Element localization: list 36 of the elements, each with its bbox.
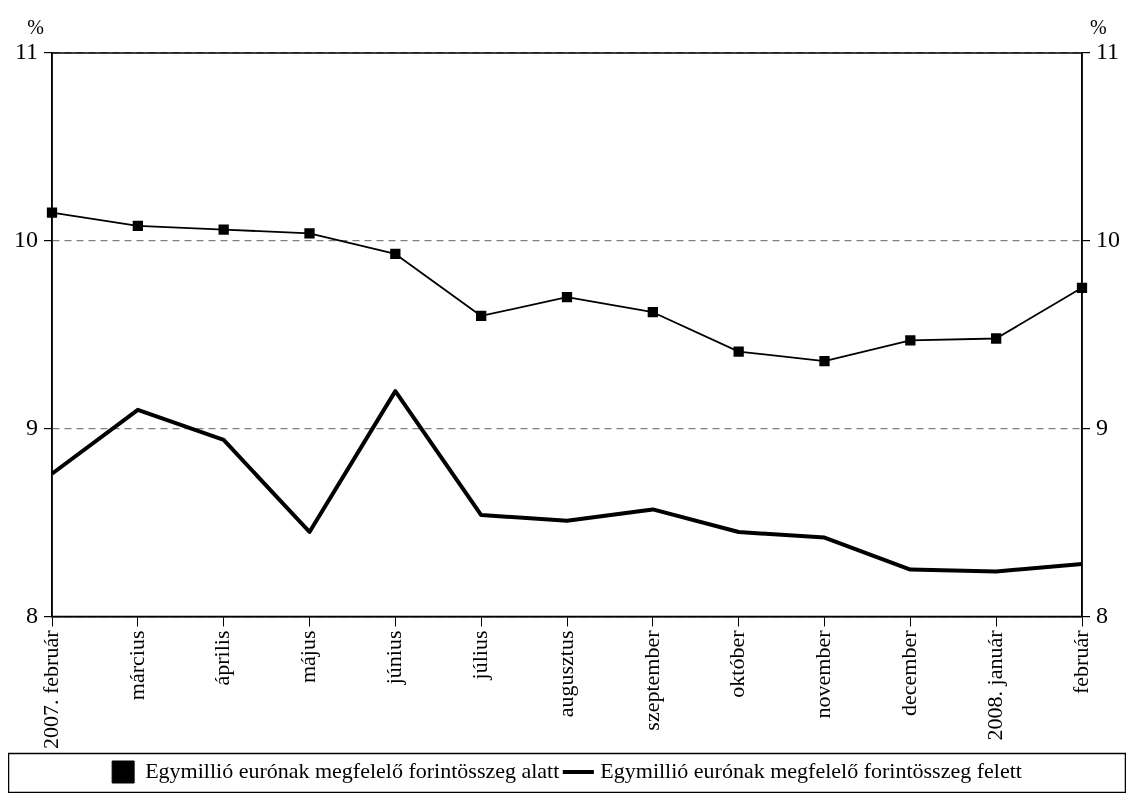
- x-tick-label: augusztus: [552, 630, 578, 718]
- y-tick-label: 11: [14, 38, 38, 65]
- point: [476, 310, 487, 322]
- point: [390, 248, 401, 260]
- x-tick-label: március: [123, 630, 149, 701]
- y-tick-label: 9: [26, 413, 38, 440]
- x-tick-label: május: [295, 630, 321, 684]
- y2-tick-label: 10: [1096, 226, 1120, 253]
- x-tick-label: február: [1067, 629, 1093, 695]
- x-tick-label: december: [896, 629, 922, 716]
- x-tick-label: szeptember: [638, 629, 664, 731]
- point: [733, 346, 744, 357]
- point: [991, 333, 1002, 344]
- x-tick-label: július: [466, 630, 492, 681]
- point: [561, 292, 573, 303]
- point: [647, 307, 658, 318]
- point: [132, 220, 143, 231]
- y2-axis-title: %: [1090, 16, 1107, 39]
- legend-label: Egymillió eurónak megfelelő forintösszeg alatt: [145, 757, 560, 783]
- x-tick-label: november: [810, 629, 836, 719]
- point: [819, 355, 830, 367]
- x-tick-label: október: [724, 629, 750, 698]
- point: [905, 335, 916, 346]
- legend-label: Egymillió eurónak megfelelő forintösszeg felett: [600, 757, 1022, 783]
- point: [218, 224, 229, 235]
- x-tick-label: 2007. február: [37, 629, 63, 750]
- y-tick-label: 8: [26, 601, 38, 628]
- x-tick-label: április: [209, 630, 235, 686]
- x-tick-label: 2008. január: [981, 629, 1007, 741]
- y-axis-title: %: [27, 16, 44, 39]
- point: [304, 228, 315, 239]
- y-tick-label: 10: [14, 226, 38, 253]
- y2-tick-label: 8: [1096, 601, 1108, 628]
- x-tick-label: június: [381, 630, 407, 686]
- y2-tick-label: 11: [1096, 38, 1120, 65]
- y2-tick-label: 9: [1096, 413, 1108, 440]
